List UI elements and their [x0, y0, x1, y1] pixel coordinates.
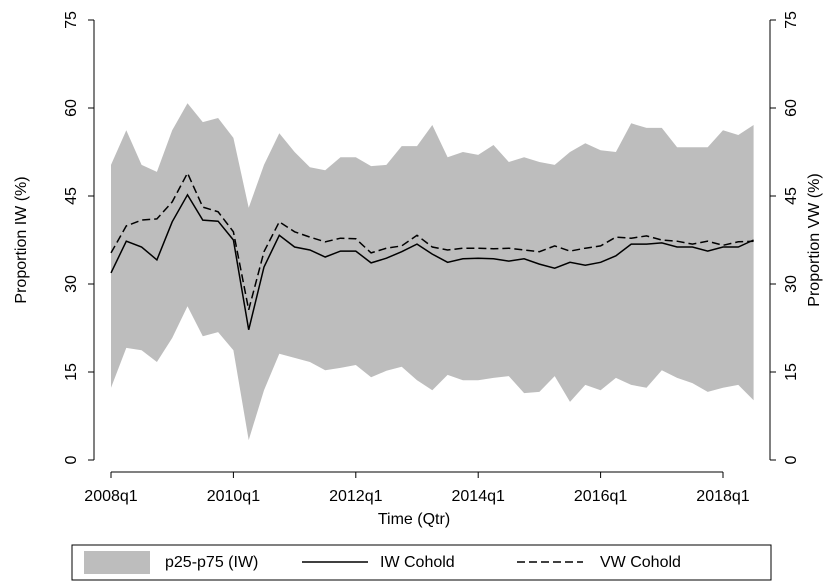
x-tick-label: 2018q1: [696, 488, 749, 505]
y2-tick-label: 45: [783, 187, 800, 205]
legend-label: p25-p75 (IW): [165, 554, 258, 571]
legend-label: IW Cohold: [380, 554, 455, 571]
y-tick-label: 30: [63, 275, 80, 293]
line: [110, 171, 754, 310]
x-tick-label: 2014q1: [452, 488, 505, 505]
y-axis-title: Proportion IW (%): [13, 176, 30, 303]
x-axis-title: Time (Qtr): [378, 511, 450, 528]
y-tick-label: 75: [63, 11, 80, 29]
x-tick-label: 2008q1: [84, 488, 137, 505]
y2-tick-label: 60: [783, 99, 800, 117]
y-tick-label: 15: [63, 363, 80, 381]
legend-box: [71, 544, 772, 581]
y-tick-label: 0: [63, 455, 80, 464]
y2-tick-label: 0: [783, 455, 800, 464]
x-tick-label: 2010q1: [207, 488, 260, 505]
y2-tick-label: 30: [783, 275, 800, 293]
x-tick-label: 2012q1: [329, 488, 382, 505]
y-tick-label: 60: [63, 99, 80, 117]
line: [110, 193, 754, 330]
y2-tick-label: 15: [783, 363, 800, 381]
band-area: [111, 103, 754, 441]
legend-swatch: [84, 551, 150, 574]
y-tick-label: 45: [63, 187, 80, 205]
x-tick-label: 2016q1: [574, 488, 627, 505]
y2-tick-label: 75: [783, 11, 800, 29]
y2-axis-title: Proportion VW (%): [806, 173, 823, 306]
legend-label: VW Cohold: [600, 554, 681, 571]
